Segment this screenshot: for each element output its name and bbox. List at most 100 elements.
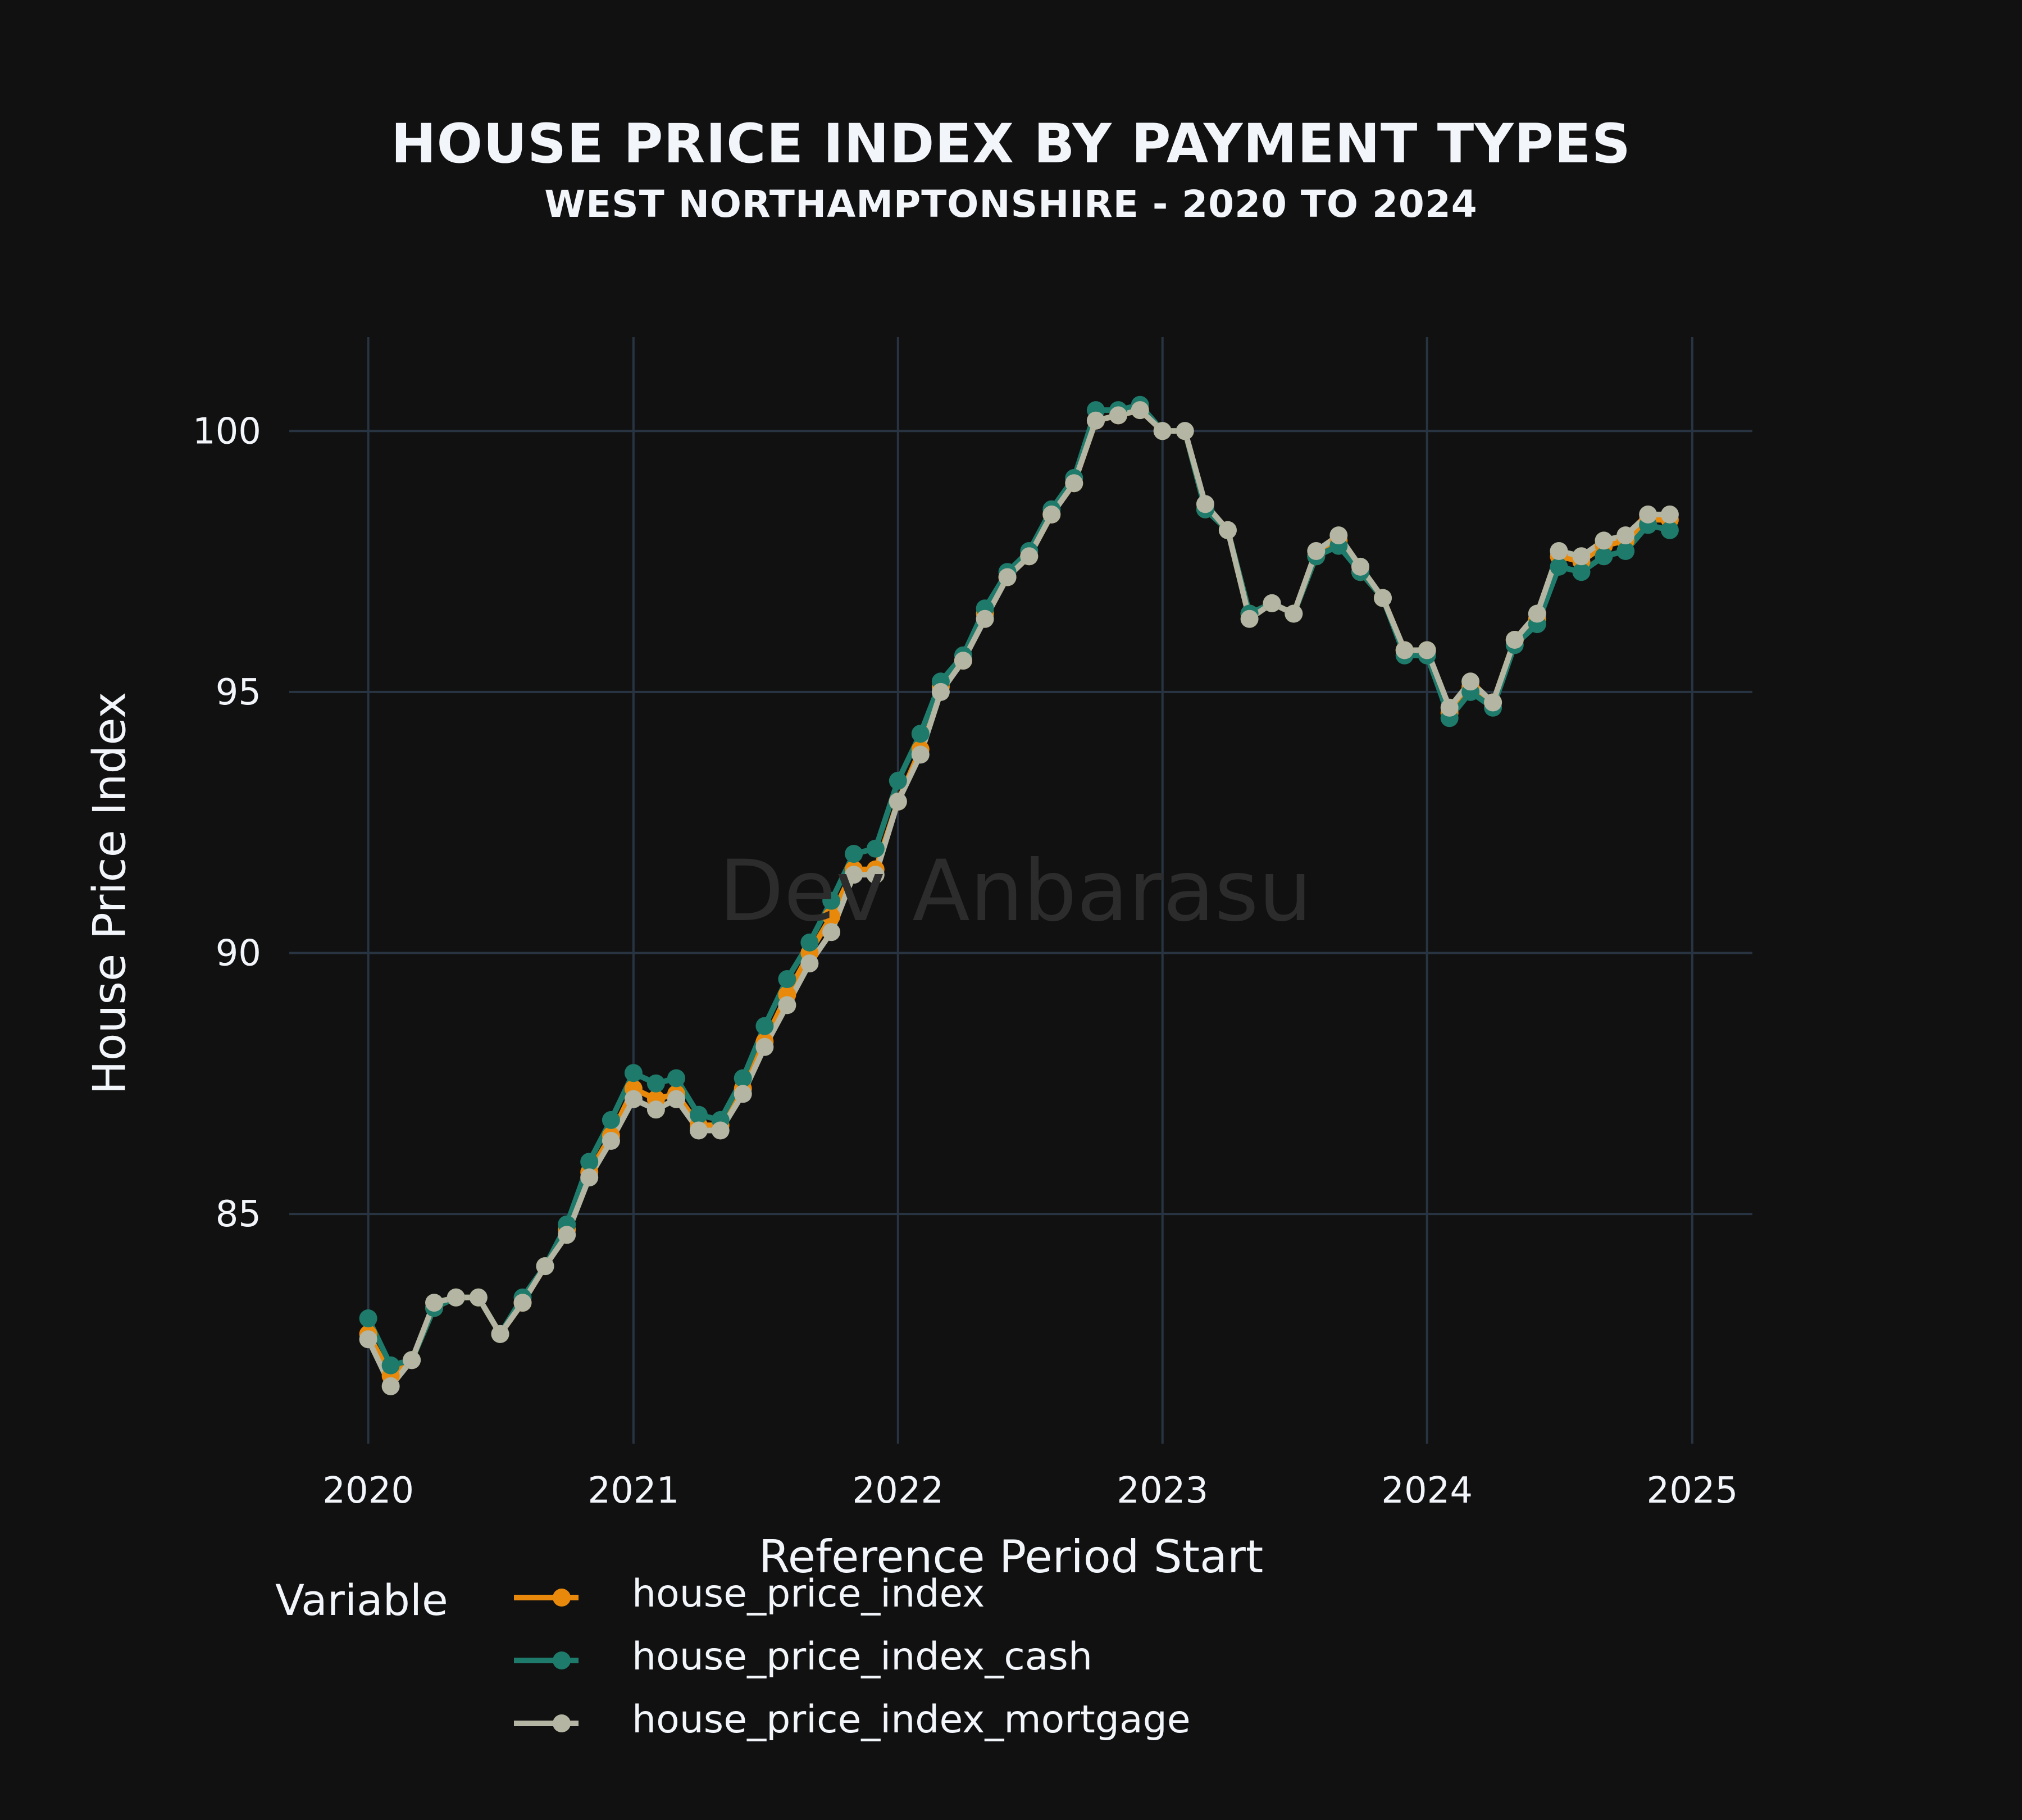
data-point-house-price-index-mortgage (1087, 411, 1105, 430)
data-point-house-price-index-cash (911, 725, 930, 743)
data-point-house-price-index-mortgage (931, 683, 950, 701)
data-point-house-price-index-mortgage (667, 1090, 685, 1108)
data-point-house-price-index-mortgage (469, 1288, 488, 1307)
data-point-house-price-index-mortgage (602, 1132, 620, 1150)
legend-title: Variable (275, 1575, 448, 1625)
data-point-house-price-index-mortgage (1505, 631, 1524, 649)
data-point-house-price-index-mortgage (403, 1351, 421, 1369)
data-point-house-price-index-cash (800, 933, 819, 952)
x-tick-label: 2020 (322, 1470, 414, 1512)
data-point-house-price-index-cash (667, 1069, 685, 1088)
legend-label: house_price_index_mortgage (632, 1698, 1191, 1742)
data-point-house-price-index-cash (889, 771, 907, 790)
data-point-house-price-index-mortgage (1042, 505, 1061, 524)
data-point-house-price-index-cash (690, 1105, 708, 1124)
y-tick-label: 90 (216, 933, 261, 975)
data-point-house-price-index-mortgage (1131, 401, 1149, 420)
data-point-house-price-index-mortgage (755, 1038, 774, 1056)
data-point-house-price-index-cash (845, 845, 863, 863)
data-point-house-price-index-mortgage (690, 1121, 708, 1140)
tick-labels: 2020 2021 2022 2023 2024 2025 85 90 95 100 (193, 411, 1738, 1512)
y-axis-title: House Price Index (83, 691, 136, 1095)
data-point-house-price-index-mortgage (1418, 641, 1436, 659)
data-point-house-price-index-mortgage (734, 1085, 752, 1103)
data-point-house-price-index-cash (646, 1074, 665, 1093)
data-point-house-price-index-cash (755, 1017, 774, 1035)
data-point-house-price-index-mortgage (998, 568, 1017, 586)
data-point-house-price-index-mortgage (425, 1294, 443, 1312)
legend-label: house_price_index (632, 1572, 985, 1616)
data-point-house-price-index-mortgage (911, 745, 930, 764)
data-point-house-price-index-cash (734, 1069, 752, 1088)
data-point-house-price-index-mortgage (1484, 693, 1502, 712)
data-point-house-price-index-mortgage (1285, 604, 1303, 623)
data-point-house-price-index-cash (381, 1356, 400, 1375)
legend-swatch-house-price-index-mortgage (514, 1714, 579, 1732)
data-point-house-price-index-mortgage (1240, 609, 1259, 628)
data-point-house-price-index-mortgage (1616, 526, 1635, 545)
x-tick-label: 2021 (588, 1470, 679, 1512)
data-point-house-price-index (822, 907, 841, 926)
data-point-house-price-index-cash (359, 1309, 377, 1327)
data-point-house-price-index-mortgage (778, 996, 796, 1014)
data-point-house-price-index-cash (1595, 547, 1613, 566)
data-point-house-price-index-mortgage (1307, 542, 1326, 560)
data-point-house-price-index-mortgage (889, 793, 907, 811)
data-point-house-price-index-mortgage (1065, 474, 1083, 493)
data-point-house-price-index-mortgage (624, 1090, 643, 1108)
data-point-house-price-index-mortgage (1572, 547, 1591, 566)
data-point-house-price-index-mortgage (1639, 505, 1657, 524)
data-point-house-price-index-mortgage (1263, 594, 1281, 612)
data-point-house-price-index-mortgage (1660, 505, 1679, 524)
watermark: Dev Anbarasu (719, 843, 1312, 940)
series-points (359, 395, 1679, 1395)
y-tick-label: 100 (193, 411, 261, 452)
data-point-house-price-index-mortgage (1440, 698, 1459, 717)
data-point-house-price-index-mortgage (866, 866, 885, 884)
data-point-house-price-index-mortgage (513, 1294, 532, 1312)
data-point-house-price-index-cash (624, 1064, 643, 1082)
data-point-house-price-index-mortgage (1109, 406, 1127, 425)
data-point-house-price-index-cash (1616, 542, 1635, 560)
y-tick-label: 85 (216, 1194, 261, 1235)
data-point-house-price-index-mortgage (822, 923, 841, 941)
data-point-house-price-index-mortgage (800, 954, 819, 973)
legend-swatch-house-price-index-cash (514, 1651, 579, 1669)
x-axis-title: Reference Period Start (758, 1531, 1264, 1583)
y-tick-label: 95 (216, 672, 261, 713)
data-point-house-price-index-mortgage (1374, 589, 1392, 607)
chart-subtitle: WEST NORTHAMPTONSHIRE - 2020 TO 2024 (544, 183, 1478, 226)
data-point-house-price-index-mortgage (381, 1377, 400, 1395)
data-point-house-price-index-mortgage (580, 1168, 599, 1187)
data-point-house-price-index-mortgage (1218, 521, 1237, 539)
data-point-house-price-index-cash (1572, 563, 1591, 581)
data-point-house-price-index-cash (822, 891, 841, 910)
data-point-house-price-index-cash (580, 1153, 599, 1171)
data-point-house-price-index-mortgage (711, 1121, 730, 1140)
legend-label: house_price_index_cash (632, 1635, 1092, 1679)
data-point-house-price-index-mortgage (1351, 557, 1369, 576)
data-point-house-price-index-mortgage (558, 1226, 576, 1244)
data-point-house-price-index-cash (602, 1111, 620, 1129)
data-point-house-price-index-mortgage (447, 1288, 465, 1307)
data-point-house-price-index-mortgage (1528, 604, 1546, 623)
x-tick-label: 2025 (1646, 1470, 1738, 1512)
chart-title: HOUSE PRICE INDEX BY PAYMENT TYPES (391, 112, 1631, 175)
data-point-house-price-index-mortgage (1461, 672, 1480, 691)
legend-swatch-house-price-index (514, 1589, 579, 1607)
data-point-house-price-index-mortgage (976, 609, 994, 628)
data-point-house-price-index-mortgage (1153, 422, 1172, 440)
data-point-house-price-index-mortgage (1395, 641, 1414, 659)
data-point-house-price-index-cash (1550, 557, 1568, 576)
data-point-house-price-index-mortgage (646, 1100, 665, 1119)
x-tick-label: 2024 (1381, 1470, 1473, 1512)
data-point-house-price-index-mortgage (845, 866, 863, 884)
data-point-house-price-index-mortgage (536, 1257, 554, 1276)
data-point-house-price-index-mortgage (1329, 526, 1348, 545)
data-point-house-price-index-mortgage (1020, 547, 1039, 566)
x-tick-label: 2023 (1117, 1470, 1208, 1512)
data-point-house-price-index-mortgage (954, 652, 972, 670)
data-point-house-price-index-cash (866, 839, 885, 858)
data-point-house-price-index-mortgage (491, 1325, 509, 1343)
